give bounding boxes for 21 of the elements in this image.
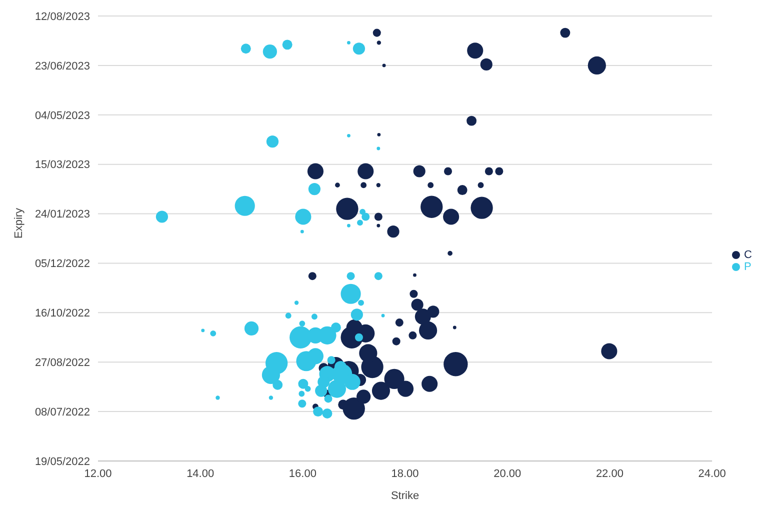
legend-label: P (744, 260, 752, 272)
legend-label: C (744, 248, 752, 260)
x-tick-label: 24.00 (698, 468, 726, 480)
x-tick-label: 12.00 (84, 468, 112, 480)
y-tick-label: 16/10/2022 (34, 308, 90, 320)
x-tick-label: 20.00 (494, 468, 522, 480)
y-tick-label: 08/07/2022 (34, 406, 90, 418)
x-tick-label: 22.00 (596, 468, 624, 480)
x-tick-label: 14.00 (186, 468, 214, 480)
y-tick-label: 04/05/2023 (34, 110, 90, 122)
x-tick-label: 18.00 (391, 468, 419, 480)
x-tick-label: 16.00 (288, 468, 316, 480)
x-axis-title: Strike (390, 490, 420, 502)
y-tick-label: 24/01/2023 (34, 208, 90, 221)
y-tick-label: 15/03/2023 (34, 159, 90, 172)
y-tick-label: 23/06/2023 (34, 60, 90, 72)
y-tick-label: 12/08/2023 (34, 10, 90, 23)
y-axis-title: Expiry (12, 207, 25, 238)
y-tick-label: 27/08/2022 (34, 357, 90, 370)
y-tick-label: 05/12/2022 (34, 258, 90, 270)
y-tick-label: 19/05/2022 (34, 456, 90, 468)
